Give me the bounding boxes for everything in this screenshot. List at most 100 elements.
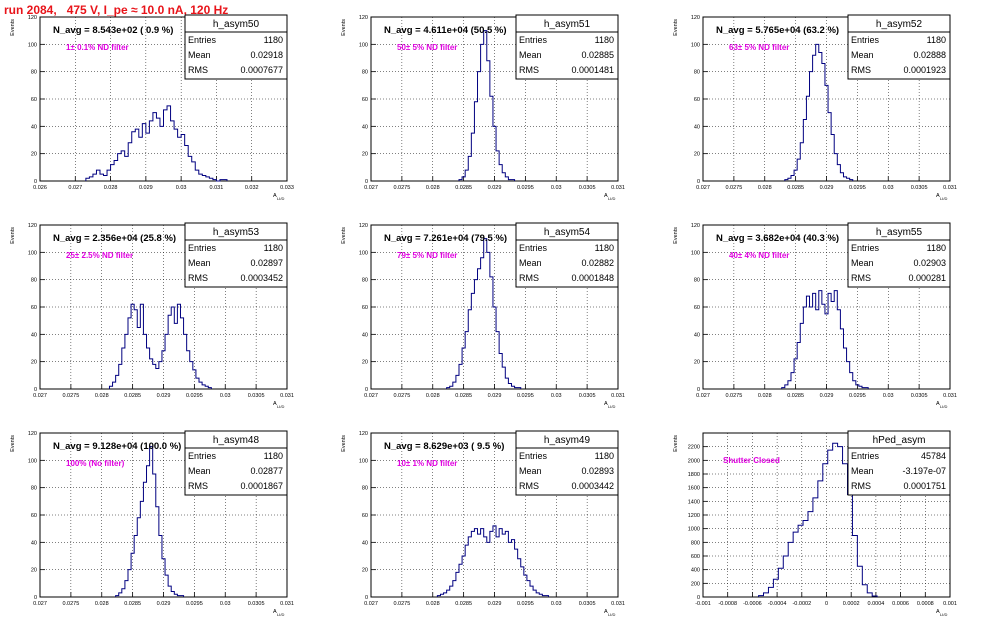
x-axis-subscript: LI/D — [940, 196, 947, 201]
histogram-bin — [862, 585, 867, 597]
histogram-bin — [156, 118, 160, 181]
x-tick-label: 0.027 — [364, 393, 378, 399]
y-axis-title: Events — [673, 435, 679, 452]
y-axis-title: Events — [673, 19, 679, 36]
stats-value: 1180 — [595, 35, 614, 45]
stats-value: 0.0003442 — [571, 481, 614, 491]
x-tick-label: 0.0305 — [579, 393, 596, 399]
x-tick-label: 0.031 — [943, 393, 957, 399]
x-tick-label: 0.0295 — [517, 601, 534, 607]
x-tick-label: 0.031 — [611, 393, 625, 399]
x-axis-subscript: LI/D — [608, 612, 615, 617]
y-axis-title: Events — [341, 227, 347, 244]
filter-annotation: 63± 5% ND filter — [729, 43, 789, 52]
panel-h_asym52: 0.027 0.0275 0.028 0.0285 0.029 0.0295 0.03 0.0… — [673, 14, 957, 201]
x-tick-label: 0.03 — [883, 393, 894, 399]
y-tick-label: 0 — [365, 179, 368, 185]
x-tick-label: 0.0285 — [455, 601, 472, 607]
histogram-bin — [471, 531, 474, 597]
histogram-bin — [89, 177, 93, 181]
stats-label: Entries — [188, 451, 217, 461]
stats-value: 0.02885 — [581, 50, 614, 60]
x-tick-label: -0.0006 — [743, 601, 762, 607]
x-axis-subscript: LI/D — [277, 196, 284, 201]
y-tick-label: 60 — [31, 305, 37, 311]
histogram-bin — [793, 532, 798, 597]
histogram-bin — [822, 304, 825, 389]
histogram-bin — [778, 568, 783, 597]
y-tick-label: 0 — [34, 179, 37, 185]
x-tick-label: 0.0305 — [579, 601, 596, 607]
histogram-bin — [188, 156, 192, 181]
x-tick-label: 0.0285 — [124, 601, 141, 607]
y-tick-label: 80 — [694, 278, 700, 284]
y-axis-title: Events — [341, 19, 347, 36]
histogram-bin — [478, 269, 481, 389]
x-tick-label: 0.0305 — [579, 185, 596, 191]
y-tick-label: 0 — [697, 387, 700, 393]
stats-label: Entries — [851, 35, 880, 45]
x-tick-label: 0.031 — [943, 185, 957, 191]
stats-value: 0.02893 — [581, 466, 614, 476]
histogram-bin — [171, 121, 175, 181]
histogram-bin — [813, 498, 818, 597]
histogram-bin — [164, 110, 168, 181]
x-tick-label: 0.028 — [758, 393, 772, 399]
stats-value: 1180 — [927, 243, 946, 253]
x-tick-label: -0.0002 — [792, 601, 811, 607]
histogram-bin — [147, 466, 150, 597]
x-tick-label: 0.028 — [95, 393, 109, 399]
y-tick-label: 40 — [362, 124, 368, 130]
y-tick-label: 20 — [31, 152, 37, 158]
x-tick-label: 0 — [825, 601, 828, 607]
histogram-bin — [806, 296, 809, 389]
histogram-line — [784, 43, 854, 181]
y-tick-label: 100 — [691, 42, 700, 48]
stats-value: 0.0001751 — [903, 481, 946, 491]
histogram-bin — [484, 537, 487, 597]
y-tick-label: 1200 — [688, 513, 700, 519]
x-axis-subscript: LI/D — [608, 404, 615, 409]
histogram-bin — [137, 328, 140, 390]
x-axis-subscript: LI/D — [277, 404, 284, 409]
histogram-bin — [142, 124, 146, 181]
histogram-line — [446, 238, 522, 389]
stats-label: RMS — [188, 481, 208, 491]
histogram-bin — [813, 55, 816, 181]
navg-label: N_avg = 8.629e+03 ( 9.5 %) — [384, 441, 504, 452]
stats-value: 1180 — [927, 35, 946, 45]
histogram-bin — [818, 481, 823, 597]
filter-annotation: Shutter Closed — [723, 456, 780, 465]
histogram-bin — [474, 280, 477, 389]
navg-label: N_avg = 4.611e+04 (50.5 %) — [384, 25, 507, 36]
y-tick-label: 40 — [31, 124, 37, 130]
x-axis-title: A — [604, 193, 608, 199]
stats-box — [847, 14, 951, 80]
x-tick-label: 0.028 — [426, 185, 440, 191]
y-tick-label: 100 — [28, 458, 37, 464]
stats-label: Mean — [519, 466, 542, 476]
histogram-bin — [478, 534, 481, 597]
stats-title: h_asym48 — [213, 435, 260, 446]
histogram-bin — [852, 536, 857, 598]
histogram-bin — [132, 132, 136, 181]
y-tick-label: 400 — [691, 568, 700, 574]
histogram-bin — [808, 512, 813, 597]
histogram-bin — [468, 537, 471, 597]
y-tick-label: 40 — [362, 540, 368, 546]
stats-value: 0.02882 — [581, 258, 614, 268]
stats-title: h_asym54 — [544, 227, 591, 238]
histogram-bin — [816, 44, 819, 181]
x-tick-label: 0.0275 — [725, 393, 742, 399]
x-tick-label: 0.0275 — [725, 185, 742, 191]
y-tick-label: 0 — [34, 595, 37, 601]
y-tick-label: 20 — [362, 152, 368, 158]
stats-label: RMS — [851, 481, 871, 491]
y-tick-label: 100 — [691, 250, 700, 256]
y-tick-label: 2200 — [688, 445, 700, 451]
histogram-bin — [153, 113, 157, 181]
panel-h_asym53: 0.027 0.0275 0.028 0.0285 0.029 0.0295 0.03 0.0… — [10, 222, 294, 409]
stats-box — [847, 430, 951, 496]
y-tick-label: 0 — [365, 387, 368, 393]
histogram-bin — [833, 443, 838, 597]
